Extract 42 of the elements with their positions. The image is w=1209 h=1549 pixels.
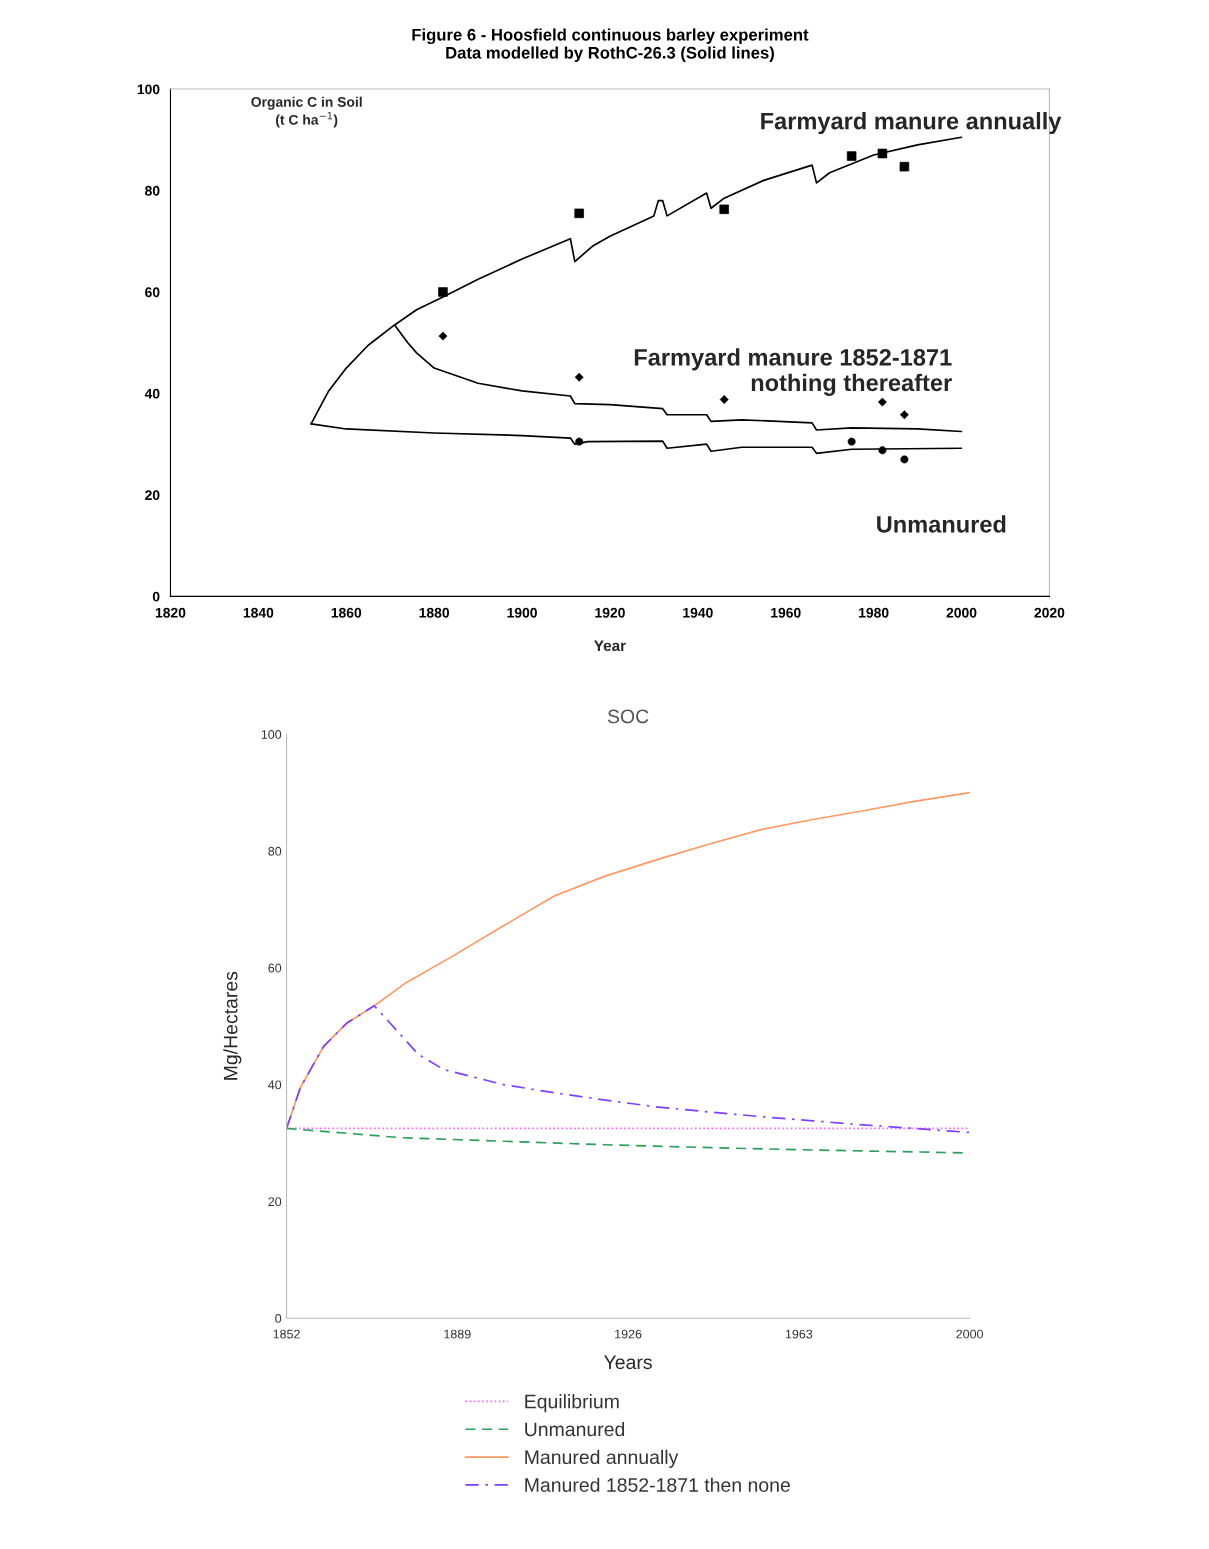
y-tick-label: 100 [137, 84, 160, 95]
x-tick-label: 1920 [595, 607, 625, 618]
y-tick-label: 0 [152, 591, 160, 602]
chart-title: SOC [607, 709, 649, 724]
x-tick-label: 1900 [507, 607, 537, 618]
x-tick-label: 1889 [444, 1329, 471, 1339]
annotation: Farmyard manure 1852-1871 nothing thereafter [634, 348, 952, 396]
annotation: Unmanured [877, 515, 1006, 533]
y-tick-label: 80 [268, 846, 282, 856]
y-tick-label: 0 [275, 1314, 282, 1323]
x-tick-label: 1940 [683, 607, 713, 618]
y-tick-label: 20 [145, 490, 160, 501]
legend-label: Manured 1852-1871 then none [525, 1477, 790, 1492]
x-tick-label: 1980 [859, 607, 889, 618]
legend-label: Equilibrium [525, 1394, 619, 1413]
y-tick-label: 40 [144, 388, 160, 399]
x-tick-label: 1880 [419, 607, 450, 618]
y-tick-label: 60 [268, 963, 282, 973]
x-axis-title: Years [603, 1355, 652, 1370]
x-tick-label: 2000 [956, 1329, 984, 1339]
x-tick-label: 2000 [946, 607, 977, 618]
x-tick-label: 1852 [273, 1329, 300, 1339]
x-tick-label: 1860 [331, 607, 362, 618]
x-tick-label: 1820 [155, 607, 186, 618]
y-tick-label: 20 [268, 1197, 282, 1207]
x-axis-title: Year [594, 640, 626, 652]
y-tick-label: 100 [261, 730, 282, 739]
y-tick-label: 40 [268, 1080, 282, 1090]
annotation: Farmyard manure annually [761, 112, 1062, 135]
x-tick-label: 1960 [771, 607, 801, 618]
y-tick-label: 80 [145, 185, 160, 196]
legend-label: Manured annually [525, 1449, 679, 1468]
legend-label: Unmanured [525, 1421, 625, 1437]
chart-title: Figure 6 - Hoosfield continuous barley experiment Data modelled by RothC-26.3 (Solid lines) [412, 28, 809, 62]
x-tick-label: 2020 [1034, 607, 1065, 618]
y-axis-title: Mg/Hectares [223, 971, 242, 1080]
y-axis-title: Organic C in Soil (t C ha$^{−1}$) [251, 96, 362, 128]
x-tick-label: 1963 [785, 1329, 813, 1339]
x-tick-label: 1926 [615, 1329, 642, 1339]
y-tick-label: 60 [145, 287, 160, 298]
line-series [286, 1004, 970, 1134]
x-tick-label: 1840 [243, 607, 274, 618]
